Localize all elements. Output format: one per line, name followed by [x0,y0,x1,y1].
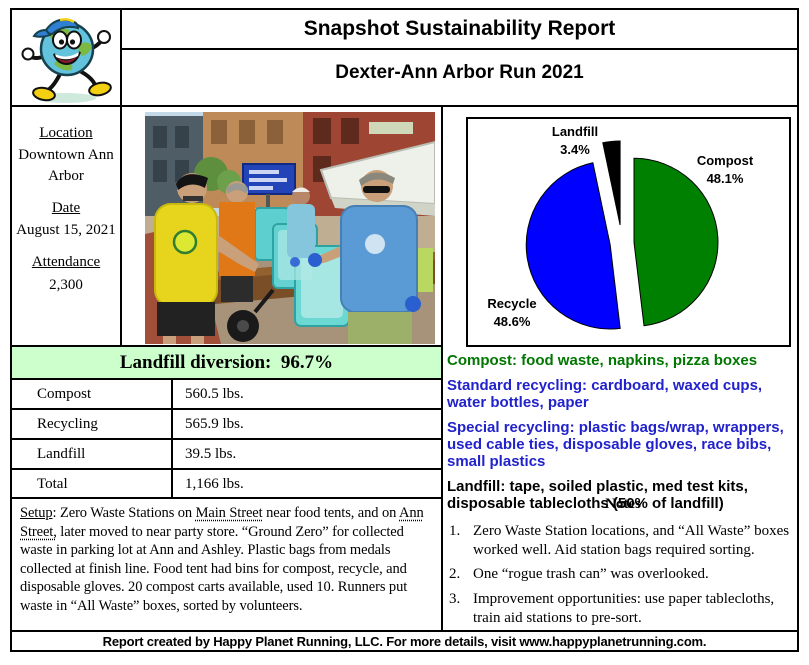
waste-pie-chart [525,140,719,330]
happy-planet-logo-icon [21,17,112,103]
location-label: Location [39,125,93,141]
street-name: Ann Street, [20,505,424,540]
weights-table: Compost 560.5 lbs. Recycling 565.9 lbs. … [10,378,443,500]
category-landfill: Landfill: tape, soiled plastic, med test… [447,477,748,512]
date-label: Date [51,199,81,216]
report-footer: Report created by Happy Planet Running, … [10,630,799,652]
category-compost: Compost: food waste, napkins, pizza boxe… [447,352,758,369]
table-row-landfill: Landfill 39.5 lbs. [10,438,443,470]
note-item: 2. One “rogue trash can” was overlooked. [449,566,709,583]
category-special-recycling: Special recycling: plastic bags/wrap, wr… [447,418,784,470]
table-row-compost: Compost 560.5 lbs. [10,378,443,410]
notes-section: Notes 1. Zero Waste Station locations, a… [449,495,797,634]
event-info-panel: Location Downtown Ann Arbor Date August … [10,105,122,347]
table-row-recycling: Recycling 565.9 lbs. [10,408,443,440]
event-photo [145,112,435,344]
landfill-diversion-banner: Landfill diversion: 96.7% [10,345,443,380]
logo-box [10,8,122,107]
pie-label-compost: Compost 48.1% [696,153,754,186]
right-column: Landfill 3.4% Compost 48.1% Recycle 48.6… [441,105,799,632]
pie-label-landfill: Landfill 3.4% [551,124,599,157]
pie-chart-frame: Landfill 3.4% Compost 48.1% Recycle 48.6… [466,117,791,347]
pie-label-recycle: Recycle 48.6% [487,296,537,329]
table-row-total: Total 1,166 lbs. [10,468,443,500]
waste-categories: Compost: food waste, napkins, pizza boxe… [447,352,797,521]
setup-label: Setup [20,505,53,521]
page-title: Snapshot Sustainability Report [120,8,799,50]
attendance-value: 2,300 [49,276,83,293]
note-item: 1. Zero Waste Station locations, and “Al… [449,522,790,558]
street-name: Main Street [195,505,263,521]
note-item: 3. Improvement opportunities: use paper … [449,591,775,626]
date-value: August 15, 2021 [16,222,116,238]
page-subtitle: Dexter-Ann Arbor Run 2021 [120,48,799,107]
location-value: Downtown Ann Arbor [18,147,114,184]
category-standard-recycling: Standard recycling: cardboard, waxed cup… [447,376,763,411]
setup-description: Setup: Zero Waste Stations on Main Stree… [10,497,443,632]
notes-title: Notes [605,496,641,512]
attendance-label: Attendance [31,254,101,271]
photo-cell [120,105,443,347]
